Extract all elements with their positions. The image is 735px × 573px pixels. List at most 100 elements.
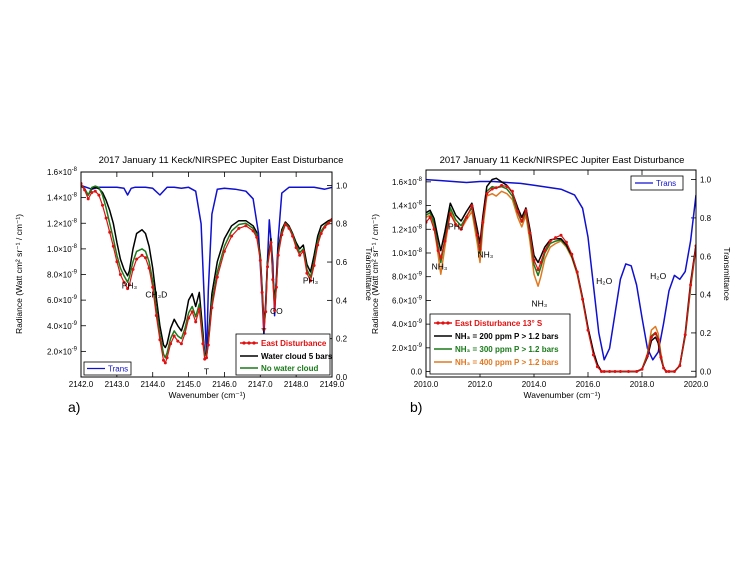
data-point xyxy=(595,365,599,369)
data-point xyxy=(494,186,498,190)
legend-dot xyxy=(441,321,445,325)
y-tick-label: 2.0×10-9 xyxy=(392,343,423,353)
data-point xyxy=(205,356,208,360)
data-point xyxy=(586,328,590,332)
x-tick-label: 2020.0 xyxy=(684,380,709,389)
data-point xyxy=(640,367,644,371)
x-tick-label: 2148.0 xyxy=(284,380,309,389)
data-point xyxy=(266,265,269,269)
data-point xyxy=(443,239,447,243)
y-tick-label: 1.4×10-8 xyxy=(392,201,423,211)
y-tick-label: 1.0×10-8 xyxy=(392,248,423,258)
annotation-label: NH₃ xyxy=(432,262,448,272)
data-point xyxy=(194,320,198,324)
data-point xyxy=(543,249,547,253)
y2-tick-label: 0.0 xyxy=(336,373,348,382)
data-point xyxy=(459,227,463,231)
legend-label-east-disturbance-13s: East Disturbance 13° S xyxy=(455,319,543,328)
panel-b-ticks: 2010.0 2012.0 2014.0 2016.0 2018.0 2020.0 0.0 2… xyxy=(392,170,712,389)
panel-a: 2017 January 11 Keck/NIRSPEC Jupiter Eas… xyxy=(14,155,374,415)
legend-label-nh3-300: NH₃ = 300 ppm P > 1.2 bars xyxy=(455,345,559,354)
data-point xyxy=(291,234,295,238)
data-point xyxy=(428,215,432,219)
data-point xyxy=(500,183,504,187)
data-point xyxy=(165,356,169,360)
data-point xyxy=(475,233,479,237)
data-point xyxy=(470,204,474,208)
data-point xyxy=(524,208,528,212)
x-tick-label: 2145.0 xyxy=(176,380,201,389)
data-point xyxy=(176,339,180,343)
panel-b-title: 2017 January 11 Keck/NIRSPEC Jupiter Eas… xyxy=(440,155,685,166)
x-tick-label: 2010.0 xyxy=(414,380,439,389)
panel-a-y2label: Transmittance xyxy=(364,247,374,301)
data-point xyxy=(183,331,187,335)
data-point xyxy=(280,233,284,237)
x-tick-label: 2144.0 xyxy=(140,380,165,389)
panel-b-ylabel: Radiance (Watt cm² sr⁻¹ / cm⁻¹) xyxy=(370,214,380,334)
data-point xyxy=(131,267,135,271)
annotation-label: PH₃ xyxy=(448,221,463,231)
data-point xyxy=(190,310,194,314)
x-tick-label: 2146.0 xyxy=(212,380,237,389)
y2-tick-label: 0.4 xyxy=(336,296,348,305)
panel-a-label: a) xyxy=(68,399,80,415)
data-point xyxy=(126,287,130,291)
data-point xyxy=(86,197,90,201)
y-tick-label: 8.0×10-9 xyxy=(392,272,423,282)
data-point xyxy=(662,366,666,370)
data-point xyxy=(237,226,241,230)
panel-a-legend: East Disturbance Water cloud 5 bars No w… xyxy=(235,333,333,376)
panel-b-legend-box xyxy=(429,313,571,375)
panel-a-ticks: 2142.0 2143.0 2144.0 2145.0 2146.0 2147.0 2148… xyxy=(47,167,348,389)
data-point xyxy=(689,283,693,287)
data-point xyxy=(613,370,617,373)
data-point xyxy=(326,221,330,225)
annotation-label: H₂O xyxy=(650,271,666,281)
legend-dot xyxy=(247,341,251,345)
x-tick-label: 2016.0 xyxy=(576,380,601,389)
data-point xyxy=(312,264,316,267)
data-point xyxy=(485,192,489,196)
data-point xyxy=(274,285,278,289)
data-point xyxy=(115,260,119,264)
data-point xyxy=(602,370,606,373)
data-point xyxy=(635,370,639,373)
panel-b-plot-frame xyxy=(425,169,697,378)
data-point xyxy=(262,328,266,332)
data-point xyxy=(244,224,248,228)
series-nh-400-ppm-p-1-2-bars xyxy=(426,190,696,373)
data-point xyxy=(664,370,668,373)
data-point xyxy=(127,283,131,287)
annotation-label: H₂O xyxy=(596,276,612,286)
y2-tick-label: 0.0 xyxy=(700,367,712,376)
data-point xyxy=(104,216,108,220)
data-point xyxy=(309,279,312,283)
data-point xyxy=(654,332,657,336)
data-point xyxy=(273,308,277,312)
data-point xyxy=(305,271,309,275)
y-tick-label: 2.0×10-9 xyxy=(47,346,78,356)
y2-tick-label: 0.2 xyxy=(336,335,348,344)
panel-a-ylabel: Radiance (Watt cm² sr⁻¹ / cm⁻¹) xyxy=(14,214,24,334)
data-point xyxy=(301,249,305,253)
data-point xyxy=(169,342,173,346)
y2-tick-label: 0.2 xyxy=(700,329,712,338)
data-point xyxy=(151,285,155,289)
data-point xyxy=(478,247,482,251)
legend-label-trans: Trans xyxy=(108,365,128,374)
panel-b-trans-legend: Trans xyxy=(630,175,684,191)
y2-tick-label: 1.0 xyxy=(700,176,712,185)
data-point xyxy=(559,233,563,237)
data-point xyxy=(135,257,139,261)
data-point xyxy=(490,187,494,191)
panel-b-annotations: NH₃ PH₃ NH₃ NH₃ H₂O H₂O xyxy=(432,221,667,308)
y2-tick-label: 0.6 xyxy=(336,258,348,267)
panel-a-annotations: PH₃ CH₃D T T CO PH₃ xyxy=(122,275,318,376)
data-point xyxy=(627,370,630,373)
data-point xyxy=(276,253,280,257)
data-point xyxy=(554,236,558,240)
data-point xyxy=(140,253,144,257)
legend-label-nh3-200: NH₃ = 200 ppm P > 1.2 bars xyxy=(455,332,559,341)
